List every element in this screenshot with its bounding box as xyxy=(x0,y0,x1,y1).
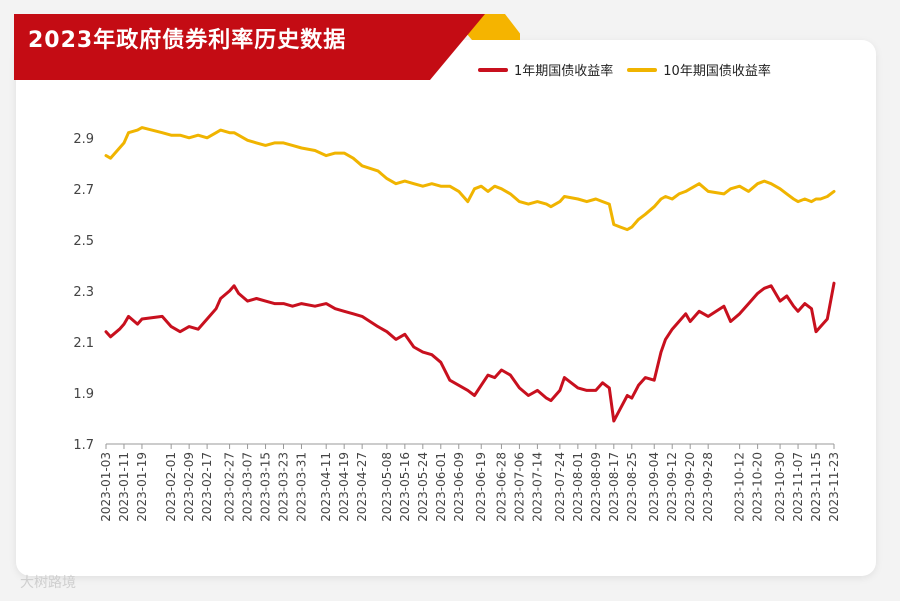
title-banner xyxy=(14,14,520,80)
y-tick-label: 1.9 xyxy=(73,387,94,402)
x-tick-label: 2023-03-31 xyxy=(294,452,308,522)
watermark: 大树路境 xyxy=(20,575,76,591)
x-tick-label: 2023-02-17 xyxy=(200,452,214,522)
x-tick-label: 2023-06-01 xyxy=(434,452,448,522)
x-tick-label: 2023-06-28 xyxy=(494,452,508,522)
x-tick-label: 2023-11-07 xyxy=(791,452,805,522)
x-tick-label: 2023-07-24 xyxy=(553,452,567,522)
legend-item-1y: 1年期国债收益率 xyxy=(478,60,613,79)
x-tick-label: 2023-08-01 xyxy=(571,452,585,522)
x-tick-label: 2023-10-12 xyxy=(733,452,747,522)
x-tick-label: 2023-05-16 xyxy=(398,452,412,522)
x-tick-label: 2023-05-08 xyxy=(380,452,394,522)
x-tick-label: 2023-06-09 xyxy=(452,452,466,522)
x-tick-label: 2023-03-15 xyxy=(259,452,273,522)
x-tick-label: 2023-11-23 xyxy=(827,452,841,522)
legend-item-10y: 10年期国债收益率 xyxy=(627,60,771,79)
x-tick-label: 2023-05-24 xyxy=(416,452,430,522)
x-tick-label: 2023-07-14 xyxy=(530,452,544,522)
legend-swatch-10y xyxy=(627,67,658,72)
y-tick-label: 1.7 xyxy=(73,438,94,453)
x-tick-label: 2023-07-06 xyxy=(512,452,526,522)
x-tick-label: 2023-08-25 xyxy=(625,452,639,522)
y-tick-label: 2.3 xyxy=(73,285,94,300)
x-tick-label: 2023-08-17 xyxy=(607,452,621,522)
x-tick-label: 2023-10-20 xyxy=(751,452,765,522)
chart-legend: 1年期国债收益率 10年期国债收益率 xyxy=(478,60,785,79)
x-tick-label: 2023-09-20 xyxy=(683,452,697,522)
x-tick-label: 2023-09-12 xyxy=(665,452,679,522)
series-line-1y xyxy=(104,281,836,423)
y-tick-label: 2.7 xyxy=(73,183,94,198)
x-tick-label: 2023-09-04 xyxy=(647,452,661,522)
x-tick-label: 2023-01-19 xyxy=(135,452,149,522)
x-tick-label: 2023-01-03 xyxy=(99,452,113,522)
legend-label-1y: 1年期国债收益率 xyxy=(514,64,614,79)
y-tick-label: 2.9 xyxy=(73,132,94,147)
x-tick-label: 2023-03-07 xyxy=(241,452,255,522)
x-tick-label: 2023-02-27 xyxy=(223,452,237,522)
x-tick-label: 2023-02-01 xyxy=(164,452,178,522)
series-line-10y xyxy=(104,126,836,232)
x-tick-label: 2023-04-27 xyxy=(355,452,369,522)
banner-red xyxy=(14,14,485,80)
chart-card xyxy=(16,40,876,576)
x-tick-label: 2023-10-30 xyxy=(773,452,787,522)
x-tick-label: 2023-02-09 xyxy=(182,452,196,522)
x-tick-label: 2023-04-11 xyxy=(319,452,333,522)
chart-title: 2023年政府债券利率历史数据 xyxy=(28,28,347,53)
x-tick-label: 2023-06-19 xyxy=(474,452,488,522)
y-tick-label: 2.5 xyxy=(73,234,94,249)
y-tick-label: 2.1 xyxy=(73,336,94,351)
x-tick-label: 2023-11-15 xyxy=(809,452,823,522)
x-tick-label: 2023-03-23 xyxy=(277,452,291,522)
legend-swatch-1y xyxy=(478,67,508,72)
x-tick-label: 2023-01-11 xyxy=(117,452,131,522)
x-tick-label: 2023-09-28 xyxy=(701,452,715,522)
legend-label-10y: 10年期国债收益率 xyxy=(663,64,771,79)
x-tick-label: 2023-08-09 xyxy=(589,452,603,522)
x-tick-label: 2023-04-19 xyxy=(337,452,351,522)
